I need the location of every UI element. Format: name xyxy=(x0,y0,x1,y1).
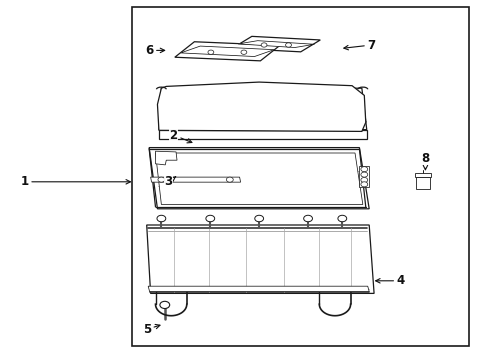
Text: 6: 6 xyxy=(145,44,164,57)
Circle shape xyxy=(303,215,312,222)
Text: 1: 1 xyxy=(20,175,130,188)
Polygon shape xyxy=(181,46,273,57)
Circle shape xyxy=(254,215,263,222)
Circle shape xyxy=(205,215,214,222)
Circle shape xyxy=(261,43,266,47)
Circle shape xyxy=(158,177,164,182)
Polygon shape xyxy=(150,177,240,182)
Text: 3: 3 xyxy=(164,175,175,188)
Text: 2: 2 xyxy=(169,129,191,143)
Text: 4: 4 xyxy=(375,274,404,287)
Polygon shape xyxy=(175,42,279,61)
Circle shape xyxy=(241,50,246,54)
Polygon shape xyxy=(359,166,368,187)
Text: 8: 8 xyxy=(421,152,428,170)
Circle shape xyxy=(360,172,367,177)
Polygon shape xyxy=(238,41,314,48)
Circle shape xyxy=(360,167,367,172)
Polygon shape xyxy=(155,151,177,165)
Polygon shape xyxy=(157,82,365,131)
Circle shape xyxy=(285,43,291,47)
Circle shape xyxy=(360,177,367,183)
Circle shape xyxy=(157,215,165,222)
Polygon shape xyxy=(414,173,430,177)
Circle shape xyxy=(337,215,346,222)
Polygon shape xyxy=(232,36,320,52)
Circle shape xyxy=(160,301,169,309)
Polygon shape xyxy=(159,88,366,130)
Text: 7: 7 xyxy=(343,39,375,51)
Polygon shape xyxy=(415,177,429,189)
Circle shape xyxy=(207,50,213,54)
Polygon shape xyxy=(159,130,366,139)
Polygon shape xyxy=(149,148,368,209)
Circle shape xyxy=(226,177,233,182)
Bar xyxy=(132,7,468,346)
Polygon shape xyxy=(146,225,373,293)
Text: 5: 5 xyxy=(142,323,160,336)
Polygon shape xyxy=(155,153,362,204)
Polygon shape xyxy=(148,286,368,292)
Circle shape xyxy=(360,182,367,187)
